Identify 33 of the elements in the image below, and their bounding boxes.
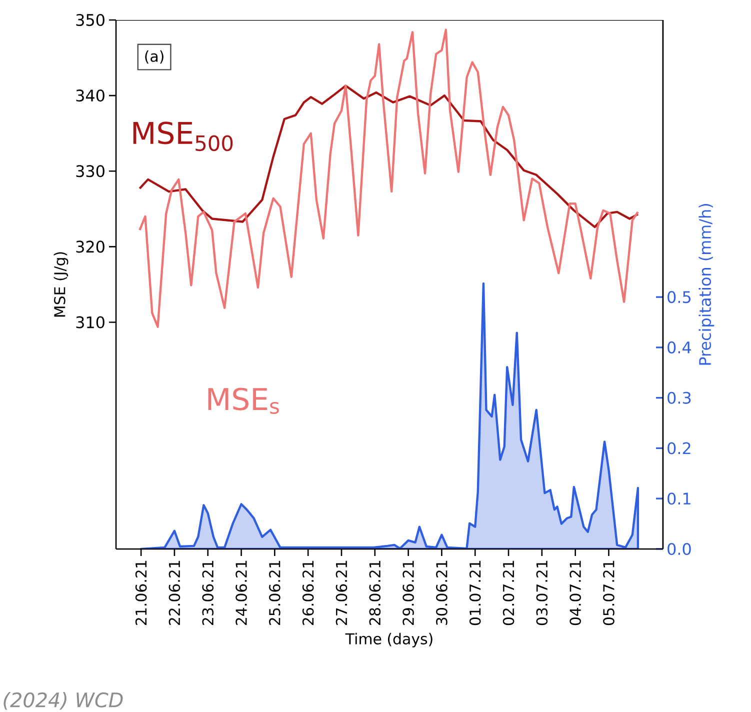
x-tick-label: 02.07.21 — [502, 560, 514, 626]
y2-tick-label: 0.0 — [668, 542, 691, 556]
x-tick-label: 25.06.21 — [269, 560, 280, 625]
x-axis-title: Time (days) — [345, 632, 432, 648]
y2-tick-label: 0.4 — [668, 341, 691, 354]
x-tick-label: 30.06.21 — [436, 560, 448, 625]
annotation: (a) — [145, 50, 164, 64]
y2-tick-label: 0.1 — [668, 492, 690, 505]
series-label: MSE$_{500}$ — [133, 122, 233, 152]
y-tick-label: 340 — [76, 90, 104, 102]
y2-tick-label: 0.5 — [668, 291, 690, 304]
x-tick-label: 26.06.21 — [302, 560, 314, 625]
y-tick-label: 330 — [76, 165, 104, 178]
y-tick-label: 310 — [76, 316, 104, 328]
y-axis-title: MSE (J/g) — [54, 252, 68, 317]
x-tick-label: 03.07.21 — [536, 560, 548, 626]
x-tick-label: 01.07.21 — [469, 560, 481, 626]
x-tick-label: 21.06.21 — [135, 560, 147, 625]
text: MSE$_{s}$ — [208, 388, 279, 414]
y2-axis-title: Precipitation (mm/h) — [698, 204, 714, 365]
x-tick-label: 22.06.21 — [168, 560, 180, 625]
x-tick-label: 27.06.21 — [336, 560, 348, 625]
x-tick-label: 04.07.21 — [570, 560, 581, 626]
x-tick-label: 23.06.21 — [202, 560, 214, 625]
x-tick-label: 28.06.21 — [369, 560, 381, 625]
y-tick-label: 320 — [76, 240, 104, 253]
y2-tick-label: 0.3 — [668, 392, 691, 404]
x-tick-label: 29.06.21 — [402, 560, 414, 625]
y2-tick-label: 0.2 — [668, 442, 690, 454]
x-tick-label: 24.06.21 — [236, 560, 247, 625]
text: (2024) WCD — [4, 692, 123, 710]
x-tick-label: 05.07.21 — [603, 560, 614, 626]
y-tick-label: 350 — [76, 14, 104, 26]
